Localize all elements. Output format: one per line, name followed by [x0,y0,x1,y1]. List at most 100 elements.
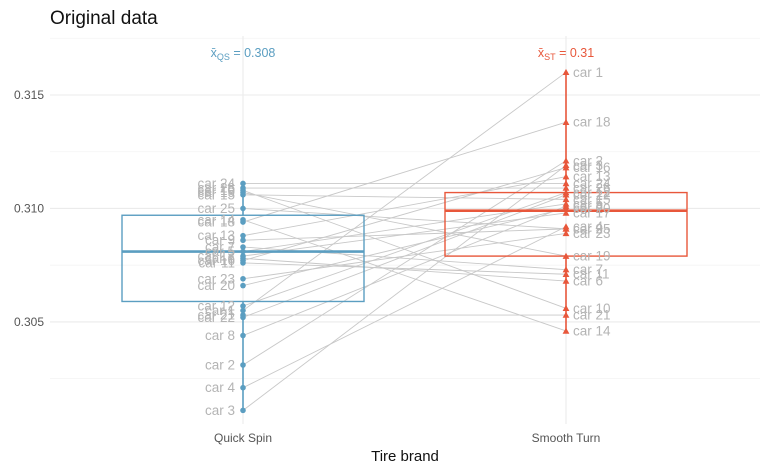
x-axis: Quick Spin Smooth Turn [214,431,600,445]
quick-spin-car-label: car 8 [205,328,235,343]
smooth-turn-car-label: car 1 [573,65,603,80]
box [121,214,365,303]
quick-spin-car-label: car 26 [197,181,235,196]
quick-spin-car-label: car 13 [197,228,235,243]
quick-spin-car-label: car 14 [197,212,235,227]
y-tick-label: 0.305 [14,315,44,329]
smooth-turn-point [562,311,570,318]
pair-line [242,176,567,237]
x-tick-label: Smooth Turn [532,431,601,445]
smooth-turn-point [562,209,570,216]
smooth-turn-car-label: car 10 [573,301,611,316]
mean-subscript: QS [217,52,230,62]
quick-spin-point [240,314,246,321]
y-axis: 0.305 0.310 0.315 [14,88,44,329]
pair-line [242,192,567,257]
smooth-turn-point [562,205,570,212]
quick-spin-car-label: car 25 [197,201,235,216]
chart-title: Original data [50,8,158,29]
mean-subscript: ST [544,52,556,62]
smooth-turn-car-label: car 15 [573,192,611,207]
smooth-turn-car-label: car 8 [573,199,603,214]
pair-line [242,226,567,389]
quick-spin-car-label: car 4 [205,380,236,395]
grid-lines [50,36,760,424]
pair-line [242,205,567,336]
smooth-turn-car-label: car 19 [573,249,611,264]
smooth-turn-car-label: car 4 [573,219,604,234]
quick-spin-point [240,282,246,289]
quick-spin-point [240,185,246,191]
pair-line [242,212,567,257]
quick-spin-point [240,244,246,250]
mean-symbol: x̄ [211,46,218,60]
pair-line [242,232,567,280]
pair-line [242,219,567,332]
smooth-turn-car-label: car 17 [573,205,611,220]
smooth-turn-car-label: car 12 [573,185,611,200]
quick-spin-car-label: car 6 [205,251,235,266]
quick-spin-point [240,332,246,339]
smooth-turn-point [562,304,570,312]
pair-line [242,160,567,366]
data-points [240,68,570,414]
mean-label: x̄ST = 0.31 [538,46,594,62]
quick-spin-point [240,205,246,212]
pair-line [242,121,567,223]
mean-labels: x̄QS = 0.308 x̄ST = 0.31 [211,46,595,62]
y-tick-label: 0.315 [14,88,44,102]
smooth-turn-car-label: car 18 [573,115,611,130]
quick-spin-point [240,180,246,187]
quick-spin-car-label: car 5 [205,244,235,259]
pair-lines [242,71,567,411]
smooth-turn-car-label: car 7 [573,262,603,277]
smooth-turn-car-label: car 22 [573,187,611,202]
smooth-turn-point [562,180,570,187]
mean-symbol: x̄ [538,46,545,60]
smooth-turn-car-label: car 21 [573,308,611,323]
quick-spin-point [240,219,246,225]
smooth-turn-point [562,118,570,125]
quick-spin-car-label: car 23 [197,271,235,286]
smooth-turn-car-label: car 2 [573,153,603,168]
mean-value: = 0.31 [556,46,595,60]
smooth-turn-point [562,184,570,191]
pair-line [242,194,567,200]
quick-spin-car-label: car 21 [197,308,235,323]
quick-spin-car-label: car 22 [197,310,235,325]
smooth-turn-car-label: car 20 [573,201,611,216]
smooth-turn-car-label: car 16 [573,160,611,175]
smooth-turn-car-label: car 13 [573,169,611,184]
smooth-turn-point [562,266,570,273]
smooth-turn-point [562,191,570,198]
quick-spin-point [240,275,246,282]
quick-spin-point [240,189,246,196]
smooth-turn-point [562,195,570,203]
pair-line [242,208,567,287]
smooth-turn-car-label: car 23 [573,226,611,241]
quick-spin-point [240,257,246,264]
quick-spin-car-label: car 19 [197,185,235,200]
smooth-turn-point [562,252,570,259]
y-tick-label: 0.310 [14,201,44,215]
smooth-turn-car-label: car 25 [573,221,611,236]
smooth-turn-car-label: car 3 [573,158,603,173]
pair-line [242,257,567,282]
x-tick-label: Quick Spin [214,431,272,445]
quick-spin-point [240,248,246,255]
quick-spin-car-label: car 18 [197,215,235,230]
quick-spin-point [240,384,246,391]
pair-line [242,262,567,275]
smooth-turn-point [562,173,570,180]
quick-spin-point [240,232,246,239]
quick-spin-point [240,303,246,309]
quick-spin-point [240,307,246,314]
smooth-turn-car-label: car 5 [573,196,603,211]
quick-spin-car-label: car 15 [197,187,235,202]
smooth-turn-point [562,225,570,232]
smooth-turn-car-label: car 14 [573,323,611,338]
mean-label: x̄QS = 0.308 [211,46,276,62]
quick-spin-car-label: car 16 [197,253,235,268]
